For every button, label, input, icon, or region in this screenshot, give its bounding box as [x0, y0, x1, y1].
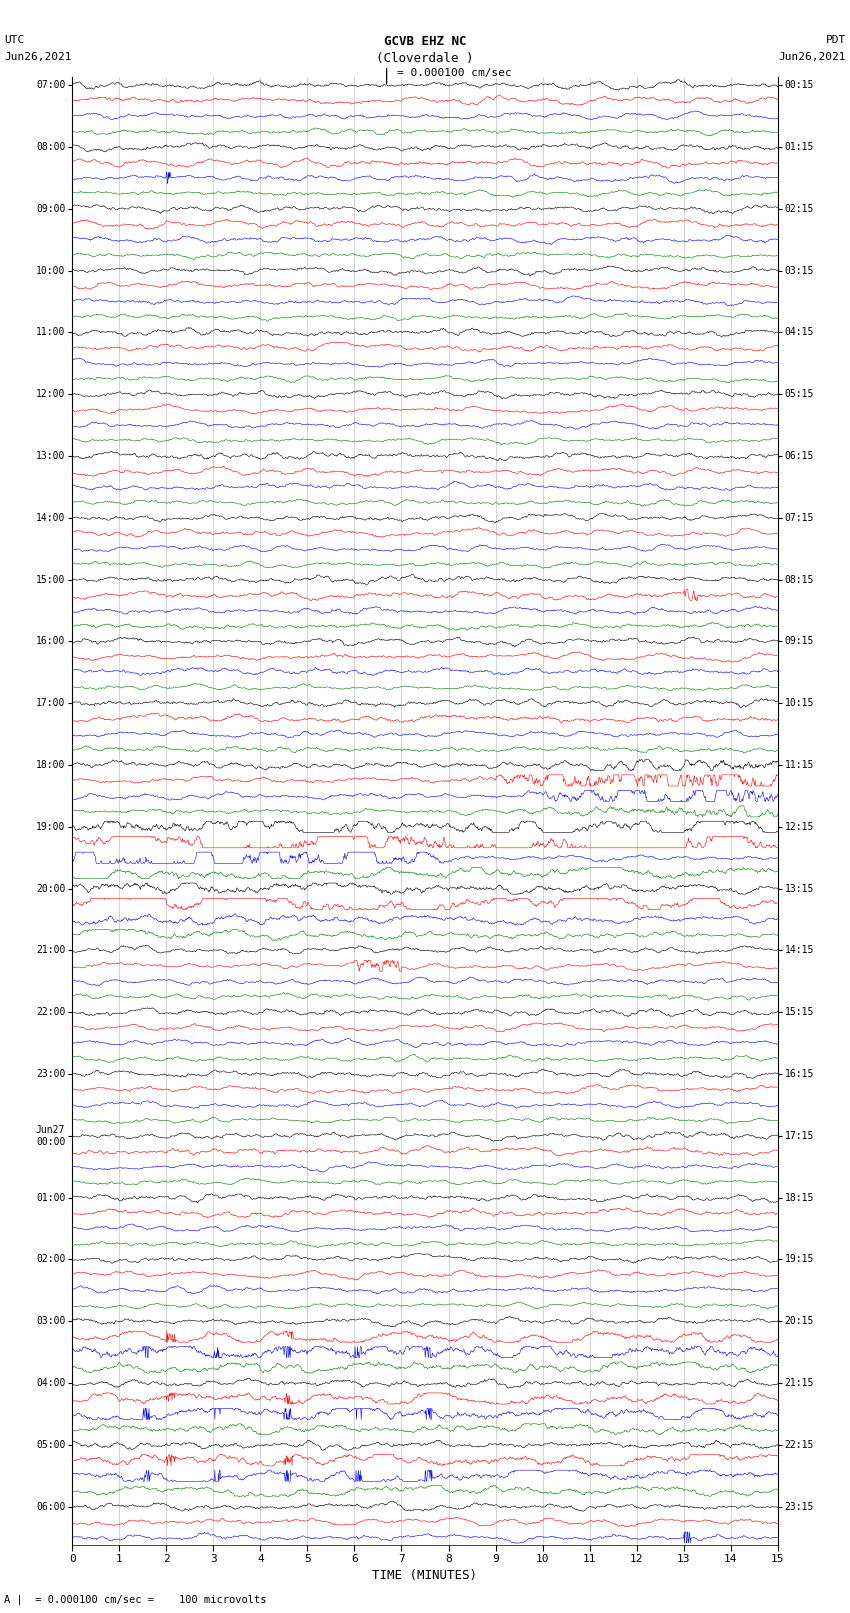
- Text: = 0.000100 cm/sec: = 0.000100 cm/sec: [397, 68, 512, 77]
- Text: PDT: PDT: [825, 35, 846, 45]
- Text: (Cloverdale ): (Cloverdale ): [377, 52, 473, 65]
- Text: GCVB EHZ NC: GCVB EHZ NC: [383, 35, 467, 48]
- Text: UTC: UTC: [4, 35, 25, 45]
- X-axis label: TIME (MINUTES): TIME (MINUTES): [372, 1569, 478, 1582]
- Text: A |  = 0.000100 cm/sec =    100 microvolts: A | = 0.000100 cm/sec = 100 microvolts: [4, 1594, 267, 1605]
- Text: |: |: [382, 68, 391, 84]
- Text: Jun26,2021: Jun26,2021: [4, 52, 71, 61]
- Text: Jun26,2021: Jun26,2021: [779, 52, 846, 61]
